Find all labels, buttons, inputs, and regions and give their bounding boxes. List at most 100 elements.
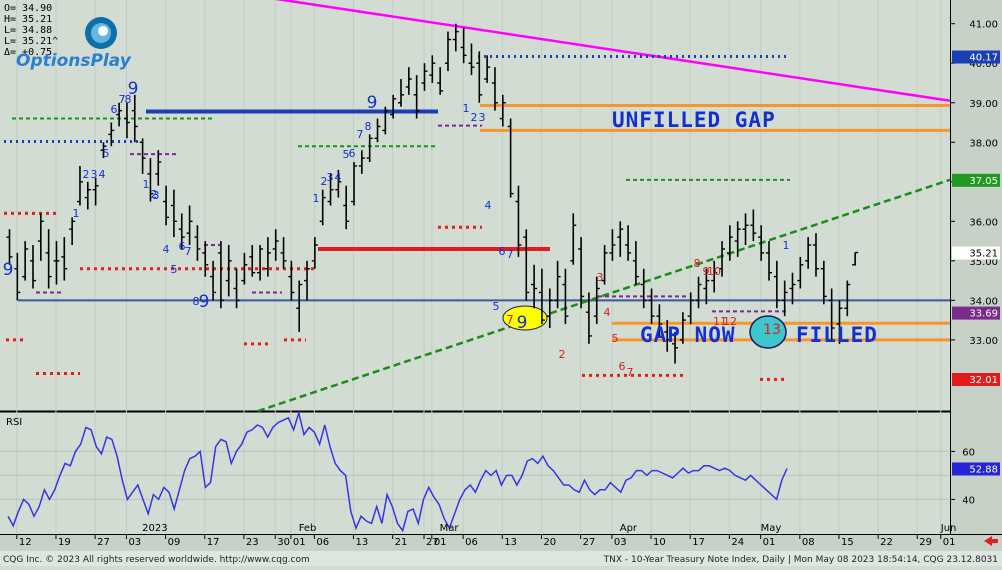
- price-bar: [366, 134, 373, 163]
- price-bar: [789, 272, 796, 305]
- price-bar: [812, 233, 819, 277]
- price-bar: [6, 229, 13, 265]
- price-bar: [398, 79, 404, 107]
- month-label: May: [761, 523, 782, 534]
- price-bar: [578, 237, 585, 309]
- time-tick-label: 30: [277, 537, 290, 548]
- price-bar: [562, 268, 569, 325]
- price-bar: [625, 225, 632, 261]
- price-tick-label: 40.00: [969, 59, 998, 70]
- month-label: Jun: [940, 523, 957, 534]
- price-bar: [69, 217, 76, 246]
- time-tick-label: 03: [614, 537, 627, 548]
- annotation-unfilled-gap: UNFILLED GAP: [612, 108, 776, 132]
- time-tick-label: 27: [97, 537, 110, 548]
- price-bar: [186, 205, 193, 246]
- time-tick-label: 06: [465, 537, 478, 548]
- price-bar: [390, 94, 397, 119]
- price-bar: [468, 43, 475, 76]
- rsi-series: [7, 410, 788, 533]
- ohlc-info-box: O= 34.90 H= 35.21 L= 34.88 L= 35.21^ Δ= …: [4, 3, 58, 58]
- price-bar: [131, 94, 138, 143]
- price-bar: [797, 256, 804, 289]
- td-count-label: 4: [485, 199, 492, 212]
- td-count-label: 8: [193, 295, 200, 308]
- time-tick-label: 23: [246, 537, 259, 548]
- price-bar: [343, 185, 350, 230]
- price-bar: [742, 213, 749, 246]
- price-bar: [116, 102, 123, 127]
- time-tick-label: 12: [19, 537, 32, 548]
- price-bar: [672, 331, 679, 364]
- annotation-filled: FILLED: [796, 323, 878, 347]
- price-bar: [123, 102, 130, 139]
- resistance-trendline: [274, 0, 951, 103]
- price-bar: [523, 229, 530, 301]
- price-bar: [225, 245, 232, 297]
- month-label: Mar: [440, 523, 460, 534]
- price-bar: [170, 189, 177, 238]
- price-bar: [781, 280, 788, 317]
- td-count-label: 9: [517, 313, 528, 333]
- time-tick-label: 27: [426, 537, 439, 548]
- price-bar: [139, 138, 146, 174]
- td-count-label: 9: [128, 79, 139, 99]
- price-bar: [147, 158, 154, 202]
- time-tick-label: 24: [731, 537, 744, 548]
- price-marker-box: [952, 306, 1000, 320]
- price-bar: [766, 241, 773, 281]
- annotation-gap-now: GAP NOW: [640, 323, 736, 347]
- rsi-panel[interactable]: [0, 412, 950, 534]
- time-tick-label: 20: [543, 537, 556, 548]
- price-bar: [828, 288, 835, 340]
- time-tick-label: 03: [128, 537, 141, 548]
- td-count-label: 5: [343, 148, 350, 161]
- price-bar: [45, 229, 52, 289]
- price-bar: [194, 225, 201, 261]
- price-bar: [632, 241, 639, 285]
- td-count-label: 10: [707, 265, 721, 278]
- month-label: Feb: [299, 523, 317, 534]
- optionsplay-logo: OptionsPlay: [16, 17, 132, 71]
- td-count-label: 3: [91, 168, 98, 181]
- price-bar: [264, 237, 271, 277]
- price-bar: [92, 177, 99, 206]
- price-bar: [351, 162, 358, 206]
- price-bar: [703, 268, 710, 305]
- rsi-label: RSI: [6, 417, 22, 428]
- price-marker-label: 40.17: [969, 53, 998, 64]
- price-marker-box: [952, 173, 1000, 187]
- price-marker-label: 35.21: [969, 249, 998, 260]
- price-tick-label: 33.00: [969, 336, 998, 347]
- time-tick-label: 15: [841, 537, 854, 548]
- time-axis-panel: [0, 535, 1002, 551]
- td-count-label: 7: [119, 93, 126, 106]
- price-bar: [570, 213, 577, 265]
- td-count-label: 8: [694, 257, 701, 270]
- price-bar: [296, 280, 303, 332]
- td-count-label: 11: [713, 315, 727, 328]
- footer-symbol-info: TNX - 10-Year Treasury Note Index, Daily…: [603, 555, 998, 565]
- td-count-label: 6: [111, 103, 118, 116]
- price-bar: [100, 142, 107, 159]
- scroll-arrow-icon[interactable]: [984, 536, 998, 546]
- price-bar: [163, 185, 170, 226]
- td-count-label: 5: [493, 300, 500, 313]
- td-count-label: 2: [471, 111, 478, 124]
- price-bar: [304, 260, 311, 301]
- price-marker-box: [952, 50, 1000, 64]
- time-tick-label: 17: [207, 537, 220, 548]
- time-tick-label: 22: [880, 537, 893, 548]
- price-panel[interactable]: [0, 0, 950, 411]
- ohlc-change: Δ= +0.75: [4, 47, 52, 58]
- price-bar: [84, 181, 91, 210]
- price-bar: [836, 300, 843, 344]
- price-bar: [76, 165, 83, 206]
- time-tick-label: 27: [583, 537, 596, 548]
- ohlc-low: L= 34.88: [4, 25, 52, 36]
- price-bar: [178, 213, 185, 249]
- price-bar: [272, 229, 279, 261]
